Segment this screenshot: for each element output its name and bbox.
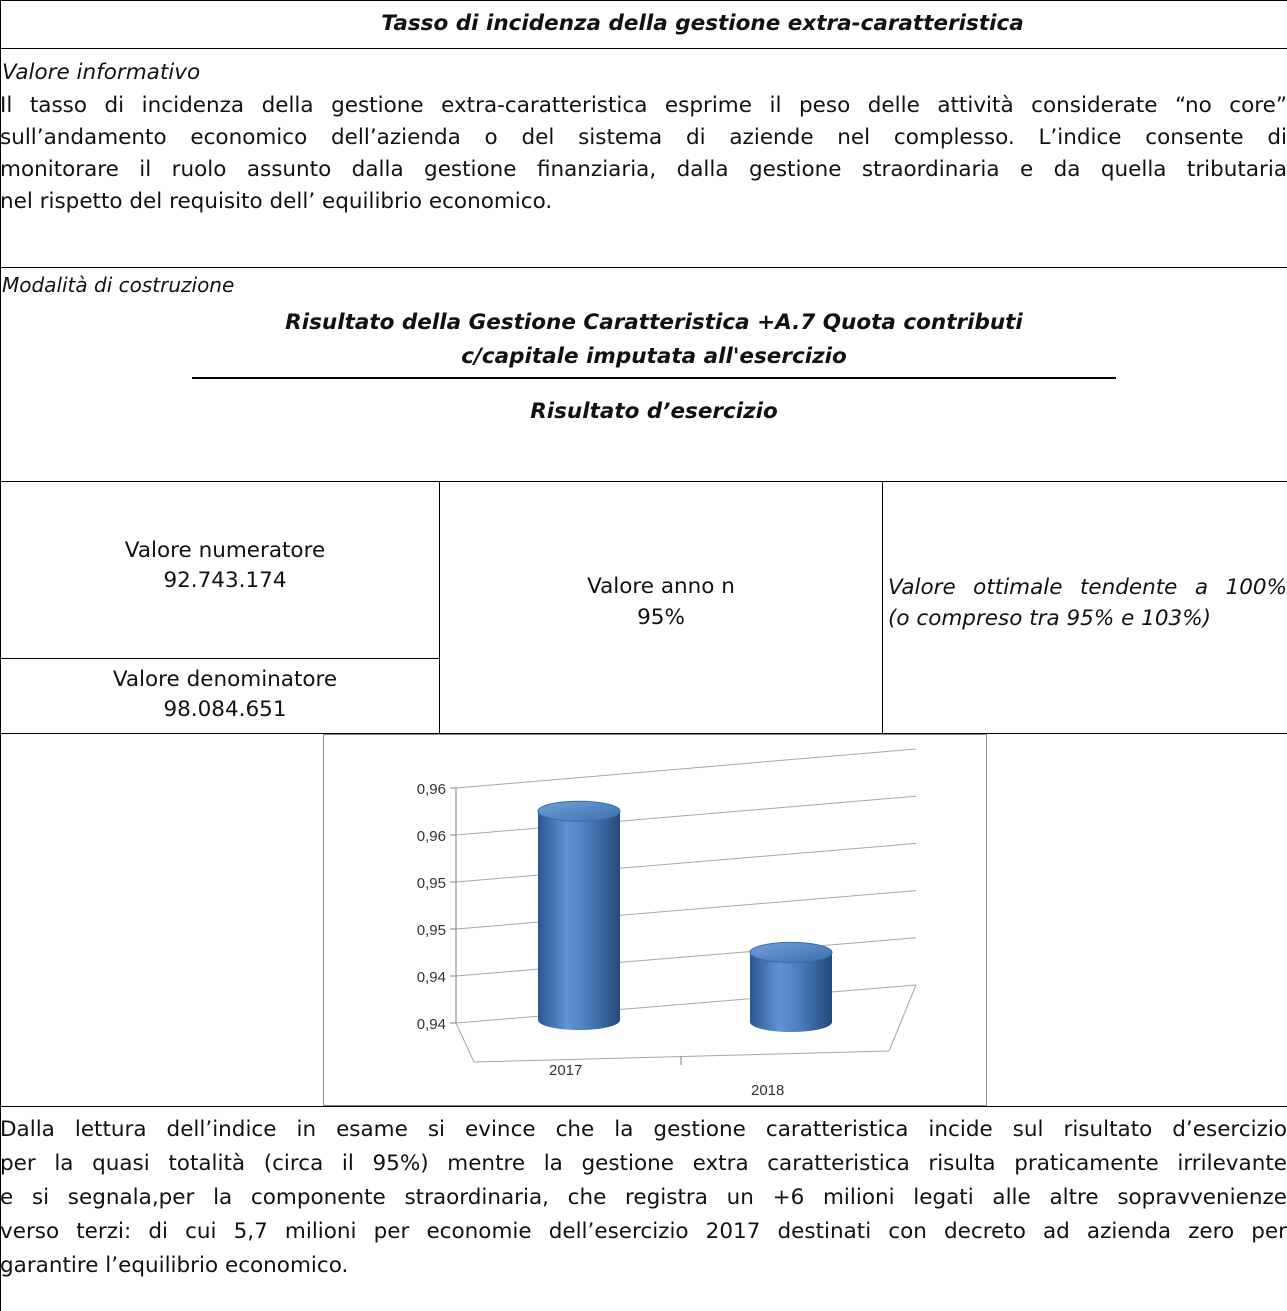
gridline xyxy=(455,890,917,930)
floor-edge xyxy=(888,984,917,1052)
conclusion-line: garantire l’equilibrio economico. xyxy=(0,1253,349,1278)
column-divider xyxy=(882,481,883,733)
gridline xyxy=(455,984,917,1024)
y-tick-label: 0,96 xyxy=(417,781,446,798)
y-tick-label: 0,95 xyxy=(417,922,446,939)
chart-panel: 0,94 0,94 0,95 0,95 0,96 0,96 2017 2018 xyxy=(323,734,987,1106)
x-tick-label: 2017 xyxy=(549,1062,582,1079)
denominatore-label: Valore denominatore xyxy=(112,667,338,692)
y-tick-label: 0,96 xyxy=(417,828,446,845)
formula-denominator: Risultato d’esercizio xyxy=(530,399,778,424)
numeratore-label: Valore numeratore xyxy=(124,538,326,563)
fraction-bar xyxy=(192,377,1116,379)
bar-cylinder-top xyxy=(537,800,621,822)
numeratore-value: 92.743.174 xyxy=(163,568,287,593)
bar-cylinder-body xyxy=(538,811,620,1030)
formula-numerator-line-1: Risultato della Gestione Caratteristica … xyxy=(285,310,1023,335)
section-heading-modalita: Modalità di costruzione xyxy=(2,273,235,297)
conclusion-line: Dalla lettura dell’indice in esame si ev… xyxy=(0,1117,1287,1142)
row-divider xyxy=(0,48,1287,49)
gridline xyxy=(455,748,917,789)
table-border-top xyxy=(0,0,1287,1)
anno-label: Valore anno n xyxy=(587,574,735,599)
conclusion-line: verso terzi: di cui 5,7 milioni per econ… xyxy=(0,1219,1287,1244)
gridline xyxy=(455,937,917,977)
row-divider xyxy=(0,658,440,659)
paragraph-line: sull’andamento economico dell’azienda o … xyxy=(0,125,1287,150)
paragraph-line: Il tasso di incidenza della gestione ext… xyxy=(0,93,1287,118)
row-divider xyxy=(0,1106,1287,1107)
ottimale-line-1: Valore ottimale tendente a 100% xyxy=(888,575,1287,600)
x-tick-label: 2018 xyxy=(751,1082,784,1099)
conclusion-line: e si segnala,per la componente straordin… xyxy=(0,1185,1287,1210)
paragraph-line: monitorare il ruolo assunto dalla gestio… xyxy=(0,157,1287,182)
page-title: Tasso di incidenza della gestione extra-… xyxy=(381,11,1024,36)
y-tick-label: 0,94 xyxy=(417,969,446,986)
denominatore-value: 98.084.651 xyxy=(163,697,287,722)
conclusion-line: per la quasi totalità (circa il 95%) men… xyxy=(0,1151,1287,1176)
gridline xyxy=(455,795,917,836)
section-heading-valore-informativo: Valore informativo xyxy=(2,60,201,85)
gridline xyxy=(455,842,917,883)
row-divider xyxy=(0,733,1287,734)
paragraph-line: nel rispetto del requisito dell’ equilib… xyxy=(0,189,553,214)
column-divider xyxy=(439,481,440,733)
y-tick-label: 0,95 xyxy=(417,875,446,892)
floor-edge xyxy=(473,1050,890,1063)
floor-edge xyxy=(455,1022,475,1063)
table-border-left xyxy=(0,0,1,1311)
anno-value: 95% xyxy=(637,605,685,630)
bar-chart: 0,94 0,94 0,95 0,95 0,96 0,96 2017 2018 xyxy=(417,748,917,1099)
bar-cylinder-top xyxy=(749,941,833,963)
y-tick-label: 0,94 xyxy=(417,1016,446,1033)
row-divider xyxy=(0,267,1287,268)
row-divider xyxy=(0,481,1287,482)
formula-numerator-line-2: c/capitale imputata all'esercizio xyxy=(461,344,847,369)
bar-cylinder-body xyxy=(750,952,832,1032)
ottimale-line-2: (o compreso tra 95% e 103%) xyxy=(888,606,1212,631)
